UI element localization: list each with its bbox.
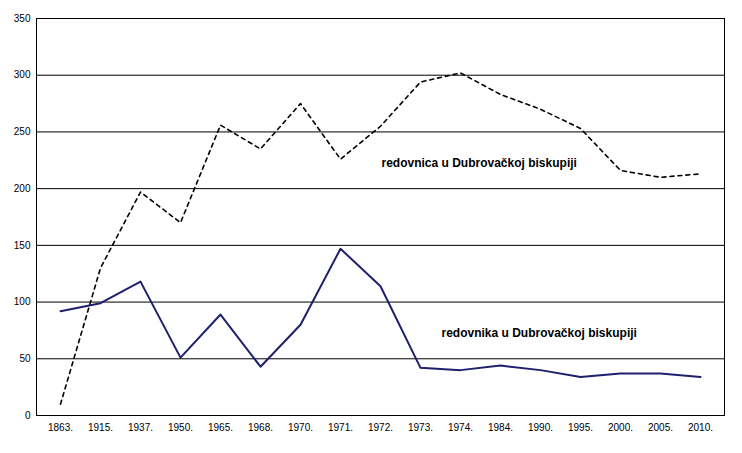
svg-text:1937.: 1937. — [128, 422, 153, 433]
svg-text:1863.: 1863. — [48, 422, 73, 433]
svg-text:350: 350 — [14, 13, 31, 24]
svg-text:1965.: 1965. — [208, 422, 233, 433]
svg-text:redovnika u Dubrovačkoj biskup: redovnika u Dubrovačkoj biskupiji — [442, 326, 637, 340]
svg-text:1915.: 1915. — [88, 422, 113, 433]
svg-text:redovnica u Dubrovačkoj biskup: redovnica u Dubrovačkoj biskupiji — [382, 156, 577, 170]
svg-text:200: 200 — [14, 183, 31, 194]
svg-text:1990.: 1990. — [528, 422, 553, 433]
svg-text:1950.: 1950. — [168, 422, 193, 433]
svg-text:1968.: 1968. — [248, 422, 273, 433]
svg-text:150: 150 — [14, 240, 31, 251]
svg-text:1971.: 1971. — [328, 422, 353, 433]
svg-text:1973.: 1973. — [408, 422, 433, 433]
svg-text:2000.: 2000. — [608, 422, 633, 433]
svg-text:300: 300 — [14, 69, 31, 80]
svg-text:1970.: 1970. — [288, 422, 313, 433]
svg-text:1984.: 1984. — [488, 422, 513, 433]
svg-text:1995.: 1995. — [568, 422, 593, 433]
svg-text:50: 50 — [19, 353, 31, 364]
svg-text:0: 0 — [25, 410, 31, 421]
svg-text:100: 100 — [14, 296, 31, 307]
svg-text:1972.: 1972. — [368, 422, 393, 433]
svg-text:250: 250 — [14, 126, 31, 137]
svg-text:2010.: 2010. — [688, 422, 713, 433]
svg-text:1974.: 1974. — [448, 422, 473, 433]
svg-text:2005.: 2005. — [648, 422, 673, 433]
